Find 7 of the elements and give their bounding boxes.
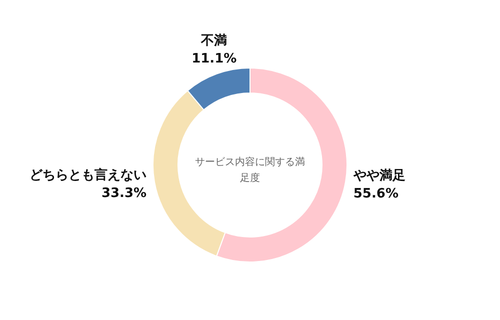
slice-label: 不満 — [200, 33, 228, 48]
data-label: 11.1% — [192, 51, 237, 66]
slice-label: どちらとも言えない — [30, 167, 147, 184]
slice-label: やや満足 — [352, 168, 406, 184]
data-label: 33.3% — [101, 186, 147, 202]
text: サービス内容に関する満足度 — [195, 156, 305, 186]
data-label: 55.6% — [353, 186, 398, 202]
